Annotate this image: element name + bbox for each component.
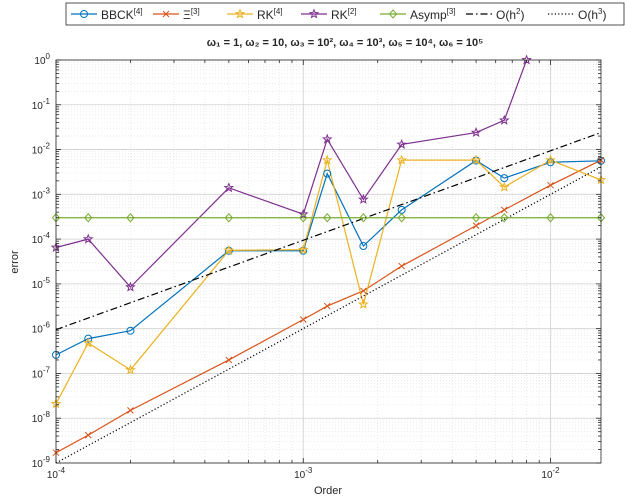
series-4-point	[396, 138, 407, 149]
series-5-point	[471, 212, 481, 223]
series-5-point	[500, 212, 509, 223]
series-1-point	[126, 326, 135, 335]
legend-label-3: RK[4]	[257, 7, 283, 22]
series-3-point	[223, 244, 235, 255]
y-tick-label: 10-9	[32, 455, 51, 470]
legend: BBCK[4] Ξ[3] RK[4] RK[2] Asymp[3] O(h2) O(h3)	[65, 2, 625, 26]
marker-layer	[50, 54, 607, 457]
series-4-point	[125, 281, 136, 292]
series-5-point	[397, 212, 406, 223]
legend-marker-4	[308, 8, 320, 19]
chart-title: ω₁ = 1, ω₂ = 10, ω₃ = 10², ω₄ = 10³, ω₅ …	[207, 37, 484, 49]
legend-label-2: Ξ[3]	[183, 7, 200, 22]
series-4-point	[358, 193, 369, 204]
legend-marker-5	[388, 9, 398, 19]
series-1-point	[84, 334, 93, 343]
series-4-point	[498, 114, 510, 125]
series-2-point	[360, 287, 367, 295]
series-layer	[56, 60, 601, 463]
series-2-point	[299, 316, 307, 323]
legend-box	[65, 2, 625, 26]
series-4-point	[321, 133, 333, 144]
series-line-7	[56, 166, 601, 463]
series-2-point	[398, 262, 406, 270]
plot-background	[56, 60, 601, 463]
x-tick-label: 10-2	[541, 466, 560, 481]
plot-area	[56, 60, 601, 463]
series-5-point	[299, 212, 308, 223]
series-2-point	[500, 206, 508, 214]
series-3-point	[297, 244, 309, 255]
series-2-point	[225, 356, 233, 364]
series-3-point	[125, 364, 136, 375]
series-4-point	[470, 126, 482, 138]
legend-label-1: BBCK[4]	[101, 7, 143, 22]
series-line-4	[56, 60, 528, 288]
series-1-point	[359, 242, 368, 251]
series-1-point	[323, 169, 332, 178]
y-tick-label: 10-8	[32, 410, 51, 425]
y-tick-label: 10-7	[32, 365, 51, 380]
y-axis-label: error	[9, 250, 21, 274]
axes-box	[55, 59, 602, 464]
y-tick-label: 100	[34, 52, 50, 67]
series-5-point	[323, 212, 332, 223]
y-tick-label: 10-4	[32, 231, 51, 246]
axes: 10-4 10-3 10-2 100 10-1 10-2 10-3 10-4 10-5 10-6 1…	[32, 52, 602, 481]
series-5-point	[224, 212, 233, 223]
series-5-point	[84, 212, 93, 223]
x-tick-label: 10-3	[294, 466, 313, 481]
series-line-1	[56, 159, 601, 356]
series-2-point	[547, 181, 554, 189]
legend-marker-2	[162, 10, 170, 18]
series-line-6	[56, 131, 601, 331]
series-3-point	[396, 154, 407, 165]
y-tick-label: 10-2	[32, 142, 51, 157]
series-3-point	[358, 298, 369, 309]
x-axis-label: Order	[314, 485, 342, 497]
series-4-point	[82, 233, 94, 244]
series-3-point	[82, 337, 94, 348]
series-5-point	[359, 212, 368, 223]
series-3-point	[470, 154, 482, 165]
series-1-point	[546, 158, 555, 167]
legend-label-6: O(h2)	[496, 7, 524, 22]
series-1-point	[299, 246, 308, 255]
series-3-point	[545, 154, 556, 165]
series-line-3	[56, 157, 601, 405]
series-3-point	[321, 154, 333, 165]
series-3-point	[498, 181, 510, 192]
series-2-point	[127, 406, 134, 414]
y-tick-label: 10-3	[32, 186, 51, 201]
x-tick-label: 10-4	[47, 466, 66, 481]
legend-marker-3	[234, 8, 246, 19]
y-tick-label: 10-1	[32, 97, 51, 112]
series-2-point	[323, 302, 331, 310]
series-line-2	[56, 159, 601, 454]
series-4-point	[223, 182, 235, 193]
series-4-point	[297, 208, 309, 219]
y-tick-label: 10-6	[32, 321, 51, 336]
series-2-point	[84, 431, 92, 439]
legend-marker-1	[80, 10, 88, 18]
legend-label-7: O(h3)	[578, 7, 606, 22]
series-2-point	[472, 222, 480, 229]
legend-label-4: RK[2]	[331, 7, 357, 22]
legend-label-5: Asymp[3]	[410, 7, 456, 22]
grid	[55, 59, 601, 464]
series-5-point	[126, 212, 135, 223]
y-tick-label: 10-5	[32, 276, 51, 291]
series-5-point	[546, 212, 555, 223]
